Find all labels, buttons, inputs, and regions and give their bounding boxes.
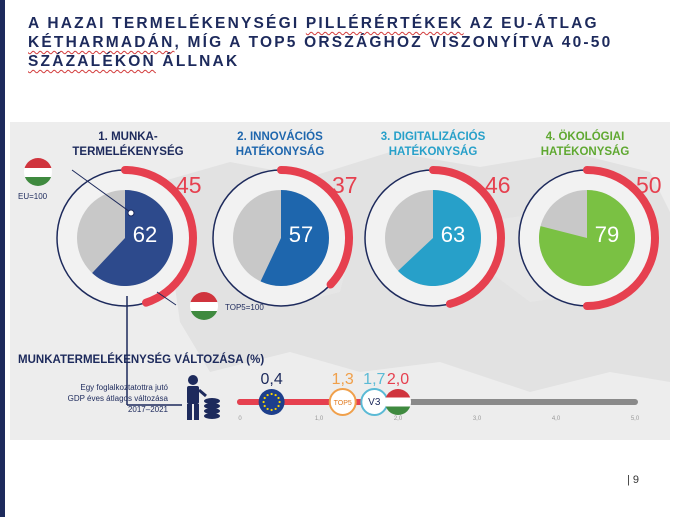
eu-star <box>266 393 269 397</box>
change-value-label: 1,7 <box>363 371 385 388</box>
change-section-title: MUNKATERMELÉKENYSÉG VÁLTOZÁSA (%) <box>18 354 265 366</box>
eu-star <box>278 400 281 404</box>
worker-coins-icon <box>187 375 220 420</box>
scale-tick-label: 2,0 <box>394 416 403 422</box>
scale-tick-label: 4,0 <box>552 416 561 422</box>
marker-label: V3 <box>368 397 381 408</box>
eu-star <box>277 404 280 408</box>
gauges <box>56 166 659 310</box>
hungary-flag-icon <box>385 389 411 415</box>
scale-tick-label: 1,0 <box>315 416 324 422</box>
scale-tick-label: 5,0 <box>631 416 640 422</box>
scale-tick-label: 0 <box>238 416 242 422</box>
pillar-4-arc-value: 50 <box>636 172 662 198</box>
page-number: | 9 <box>627 474 640 486</box>
pillar-4-title: 4. ÖKOLÓGIAI HATÉKONYSÁG <box>540 131 630 158</box>
hungary-flag-icon-eu <box>24 158 52 186</box>
hungary-flag-icon-top5 <box>190 292 218 320</box>
pillar-4-inner-value: 79 <box>594 222 620 247</box>
scale-tick-label: 3,0 <box>473 416 482 422</box>
change-scale: 0 1,0 2,0 3,0 4,0 5,0 0,4 1,3 TOP5 1,7 V3 2,0 <box>237 371 640 422</box>
pillar-1-pie-share <box>92 190 173 286</box>
eu-star <box>263 404 266 408</box>
pillar-2-arc-value: 37 <box>332 172 358 198</box>
eu-star <box>270 408 273 412</box>
pillar-3-pie-share <box>398 190 481 286</box>
pillar-1-inner-value: 62 <box>132 222 158 247</box>
change-value-label: 2,0 <box>387 371 409 388</box>
pillar-4-arc <box>583 166 659 310</box>
pillar-4-pie-share <box>539 190 635 286</box>
pillar-1-arc <box>121 166 197 307</box>
eu-star <box>270 392 273 396</box>
pillar-3-arc-value: 46 <box>485 172 511 198</box>
change-description: Egy foglalkoztatottra jutó GDP éves átlag… <box>67 383 168 414</box>
left-accent-bar <box>0 0 5 517</box>
slide-title: A HAZAI TERMELÉKENYSÉGI PILLÉRÉRTÉKEK AZ… <box>28 15 613 70</box>
pillar-1-arc-value: 45 <box>176 172 202 198</box>
eu-star <box>274 393 277 397</box>
eu-star <box>277 396 280 400</box>
change-value-label: 0,4 <box>260 371 282 388</box>
pillar-1-title: 1. MUNKA- TERMELÉKENYSÉG <box>72 131 184 158</box>
eu-star <box>266 407 269 411</box>
eu-flag-icon <box>258 389 285 415</box>
eu-legend: EU=100 <box>18 192 48 201</box>
marker-label: TOP5 <box>334 400 352 407</box>
pillar-2-title: 2. INNOVÁCIÓS HATÉKONYSÁG <box>235 131 325 158</box>
pillar-2-arc <box>277 166 353 289</box>
eu-star <box>274 407 277 411</box>
pillar-3-arc <box>429 166 505 308</box>
change-value-label: 1,3 <box>332 371 354 388</box>
pillar-3-inner-value: 63 <box>440 222 466 247</box>
eu-star <box>262 400 265 404</box>
top5-marker <box>328 388 357 416</box>
pillar-2-pie-share <box>260 190 329 286</box>
infographic-panel: 1. MUNKA- TERMELÉKENYSÉG 2. INNOVÁCIÓS HAT… <box>10 122 670 440</box>
top5-legend: TOP5=100 <box>225 303 264 312</box>
eu-star <box>263 396 266 400</box>
pillar-2-inner-value: 57 <box>288 222 314 247</box>
pillar-3-title: 3. DIGITALIZÁCIÓS HATÉKONYSÁG <box>380 131 486 158</box>
